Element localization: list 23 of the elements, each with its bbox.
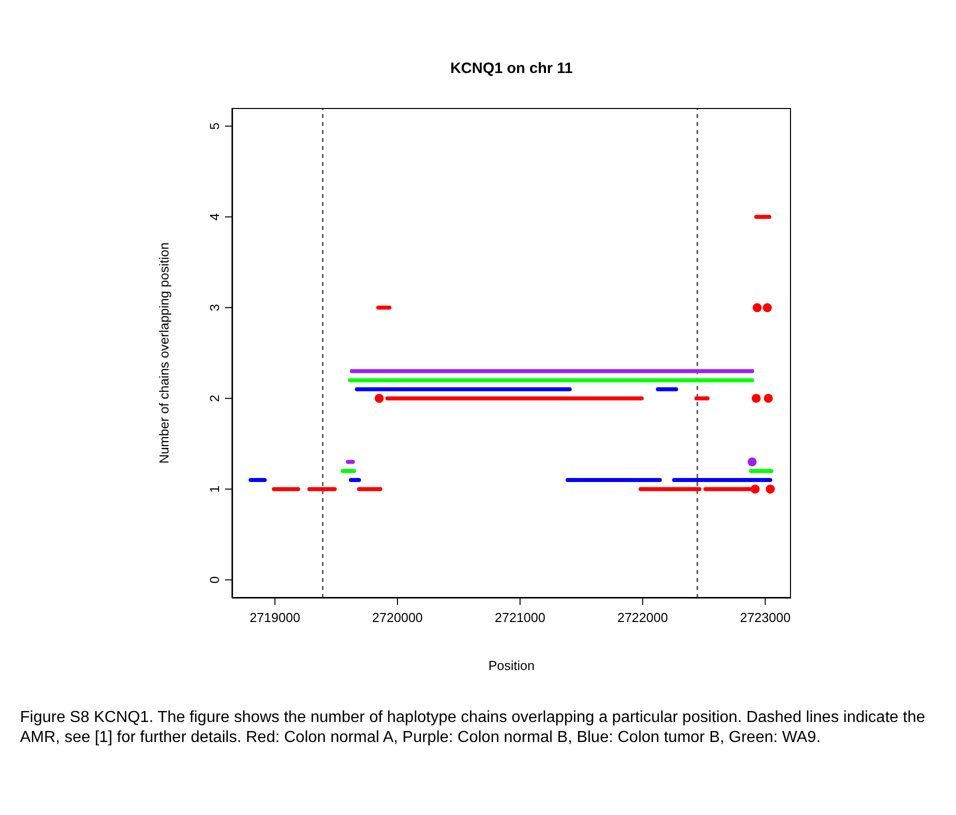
point <box>750 484 760 494</box>
point <box>374 394 384 403</box>
caption: Figure S8 KCNQ1. The figure shows the number of haplotype chains overlapping a particular position. Dashed lines indicate the AMR, see [1] for further details. Red: Colon normal A, Purple: Colon normal B, Blue: Colon tumor B, Green: WA9. <box>19 708 926 748</box>
x-axis-title: Position <box>488 658 535 673</box>
point <box>766 484 775 494</box>
x-tick-label: 2720000 <box>372 610 423 626</box>
point <box>752 394 761 403</box>
y-tick-label: 2 <box>207 394 222 402</box>
y-tick-label: 3 <box>207 304 222 312</box>
point <box>752 303 762 312</box>
y-tick-label: 5 <box>207 122 222 130</box>
y-tick-label: 1 <box>207 485 222 493</box>
point <box>764 394 773 403</box>
y-tick-label: 4 <box>207 213 222 221</box>
point <box>762 303 772 312</box>
point <box>748 457 757 466</box>
y-axis-title: Number of chains overlapping position <box>156 242 172 464</box>
x-tick-label: 2719000 <box>250 610 300 626</box>
chart-title: KCNQ1 on chr 11 <box>449 60 574 77</box>
x-tick-label: 2723000 <box>740 610 791 626</box>
x-tick-label: 2722000 <box>617 610 668 626</box>
y-tick-label: 0 <box>207 576 222 584</box>
x-tick-label: 2721000 <box>494 610 546 626</box>
